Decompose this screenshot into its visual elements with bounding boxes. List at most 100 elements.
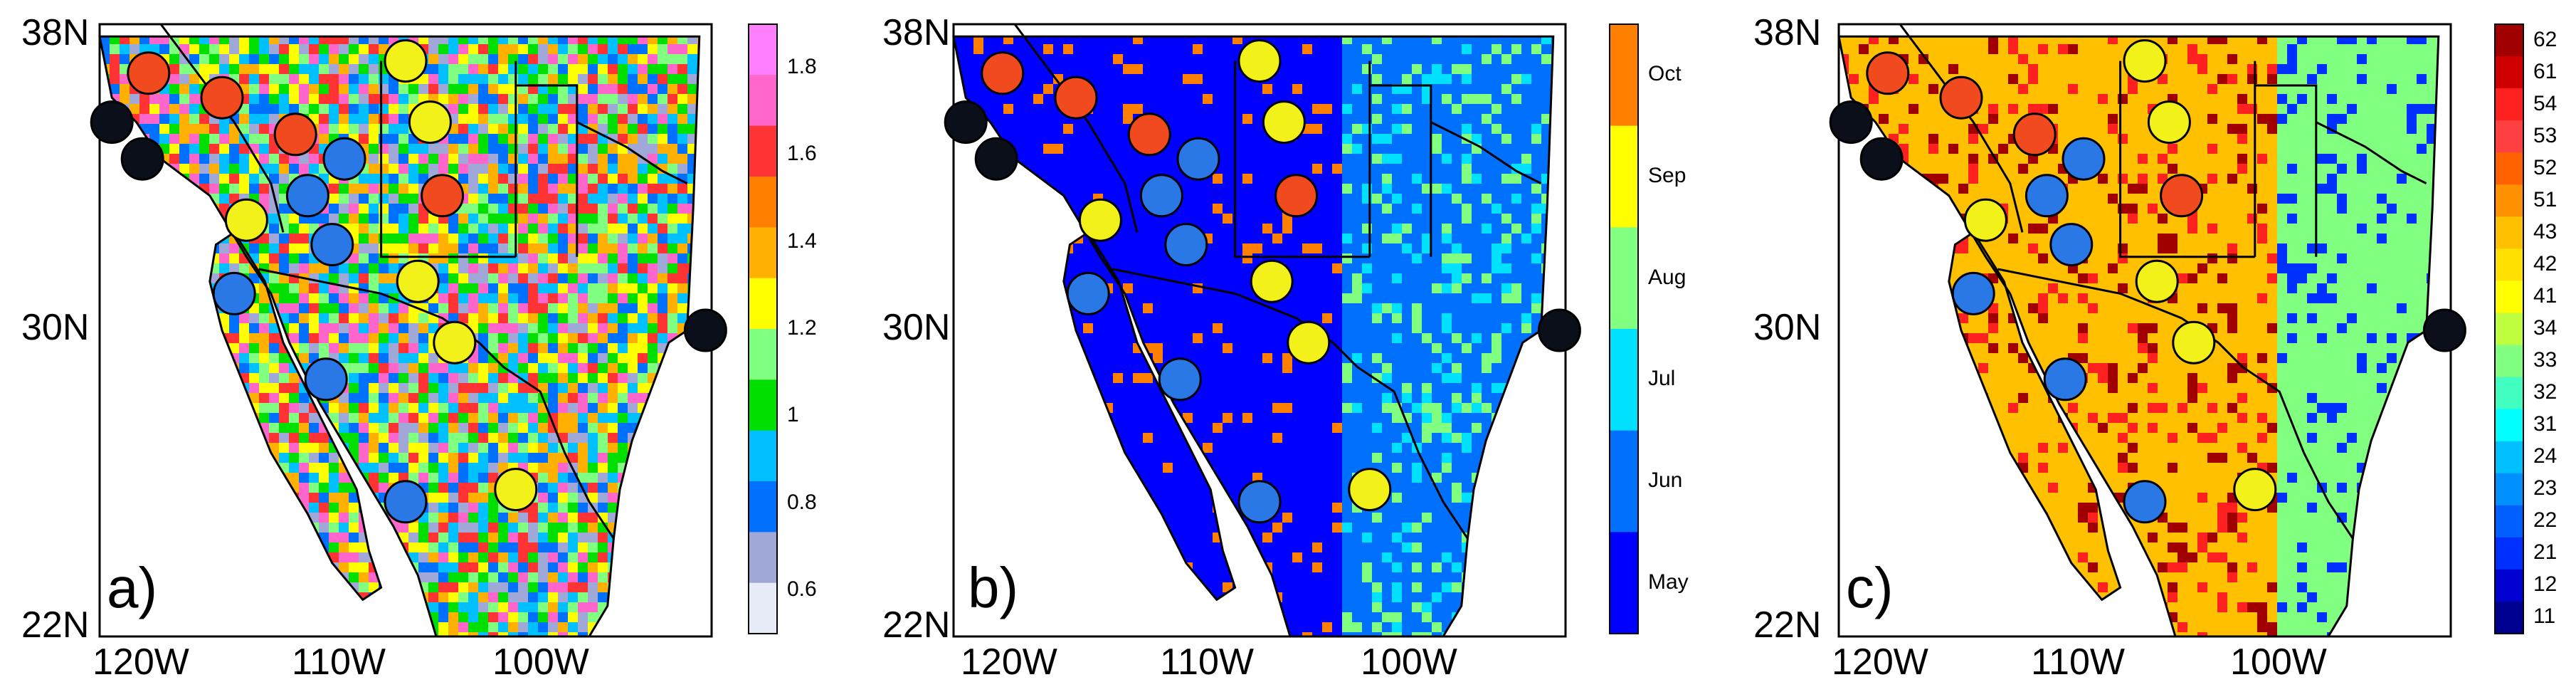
colorbar-segment	[2495, 569, 2523, 602]
station-marker-red	[1866, 51, 1910, 95]
border-line	[1899, 23, 2024, 233]
station-marker-black	[1829, 100, 1873, 145]
colorbar-segment	[2495, 441, 2523, 474]
station-marker-red	[1127, 112, 1171, 157]
colorbar-segment	[749, 278, 777, 330]
colorbar-label: 1.8	[787, 55, 817, 79]
border-line	[2316, 121, 2427, 184]
station-marker-yellow	[408, 100, 452, 145]
panel-letter-b: b)	[968, 556, 1019, 619]
colorbar-label: Jun	[1648, 468, 1683, 492]
border-line	[515, 84, 579, 257]
station-marker-yellow	[396, 259, 440, 303]
colorbar-segment	[2495, 601, 2523, 634]
panel-letter-c: c)	[1846, 556, 1894, 619]
border-line	[1234, 61, 1370, 258]
colorbar-segment	[749, 481, 777, 533]
station-marker-blue	[1237, 480, 1282, 524]
colorbar-label: 34	[2533, 316, 2557, 340]
border-line	[258, 268, 615, 540]
station-marker-yellow	[1287, 320, 1331, 365]
colorbar-label: 24	[2533, 444, 2557, 468]
colorbar-frame	[748, 23, 778, 634]
colorbar-segment	[1610, 329, 1638, 431]
colorbar-segment	[749, 379, 777, 431]
map-b	[944, 23, 1639, 638]
colorbar-label: 53	[2533, 123, 2557, 147]
station-marker-yellow	[2135, 259, 2179, 303]
station-marker-blue	[2062, 137, 2106, 181]
station-marker-blue	[310, 223, 354, 267]
colorbar-segment	[2495, 248, 2523, 281]
x-label-100w: 100W	[492, 641, 589, 683]
colorbar-label: 1.2	[787, 316, 817, 340]
station-marker-blue	[1139, 174, 1183, 218]
y-label-38n: 38N	[21, 12, 90, 53]
station-marker-red	[1054, 75, 1098, 120]
colorbar-segment	[2495, 88, 2523, 121]
colorbar-label: 0.8	[787, 490, 817, 514]
baja-coastline	[208, 231, 383, 602]
station-marker-yellow	[2172, 320, 2216, 365]
colorbar-segment	[2495, 313, 2523, 346]
colorbar-label: 62	[2533, 27, 2557, 51]
station-marker-black	[1859, 137, 1904, 181]
baja-coastline	[1948, 231, 2122, 602]
colorbar-label: 22	[2533, 508, 2557, 533]
station-marker-yellow	[1237, 39, 1282, 83]
colorbar-label: 52	[2533, 155, 2557, 179]
panel-c: 38N 30N 22N 120W 110W 100W c) 62 61 54 53 52…	[1725, 0, 2576, 692]
colorbar-segment	[749, 430, 777, 482]
station-marker-yellow	[2123, 39, 2167, 83]
station-marker-red	[2160, 174, 2204, 218]
y-label-30n: 30N	[1753, 307, 1822, 348]
x-label-120w: 120W	[961, 641, 1057, 683]
colorbar-segment	[2495, 281, 2523, 313]
x-label-110w: 110W	[2031, 641, 2125, 683]
station-marker-black	[944, 100, 988, 145]
colorbar-label: 33	[2533, 348, 2557, 372]
colorbar-segment	[2495, 24, 2523, 57]
station-marker-black	[120, 137, 164, 181]
station-marker-red	[200, 75, 244, 120]
colorbar-label: 61	[2533, 59, 2557, 83]
colorbar-label: Aug	[1648, 265, 1686, 289]
station-marker-red	[1274, 174, 1319, 218]
border-line	[1112, 268, 1469, 540]
station-marker-yellow	[2233, 468, 2277, 512]
station-marker-blue	[2123, 480, 2167, 524]
colorbar-frame	[2494, 23, 2524, 634]
colorbar-segment	[2495, 184, 2523, 217]
colorbar-segment	[2495, 120, 2523, 153]
station-marker-black	[90, 100, 134, 145]
colorbar-label: 12	[2533, 572, 2557, 597]
station-marker-yellow	[1262, 100, 1306, 145]
x-label-110w: 110W	[1160, 641, 1254, 683]
station-marker-blue	[2025, 174, 2069, 218]
y-label-38n: 38N	[1753, 12, 1822, 53]
colorbar-segment	[749, 227, 777, 279]
colorbar-segment	[749, 582, 777, 634]
colorbar-segment	[749, 177, 777, 228]
colorbar-segment	[2495, 56, 2523, 89]
station-marker-blue	[212, 271, 256, 315]
border-line	[1430, 121, 1542, 184]
colorbar-label: 23	[2533, 476, 2557, 500]
x-label-110w: 110W	[292, 641, 386, 683]
station-marker-blue	[1164, 223, 1208, 267]
coastline	[98, 35, 701, 638]
y-label-22n: 22N	[882, 604, 951, 646]
station-marker-blue	[322, 137, 366, 181]
map-pixels	[1839, 36, 2439, 636]
colorbar-segment	[749, 532, 777, 584]
station-marker-yellow	[2147, 100, 2191, 145]
colorbar-label: 51	[2533, 187, 2557, 211]
station-marker-yellow	[1963, 198, 2007, 242]
panel-letter-a: a)	[107, 556, 158, 619]
station-marker-blue	[285, 174, 329, 218]
station-marker-blue	[2043, 357, 2087, 402]
map-pixels	[954, 36, 1553, 636]
border-line	[1997, 268, 2354, 540]
y-label-22n: 22N	[1753, 604, 1822, 646]
panel-b: 38N 30N 22N 120W 110W 100W b) Oct Sep Aug J…	[868, 0, 1726, 692]
